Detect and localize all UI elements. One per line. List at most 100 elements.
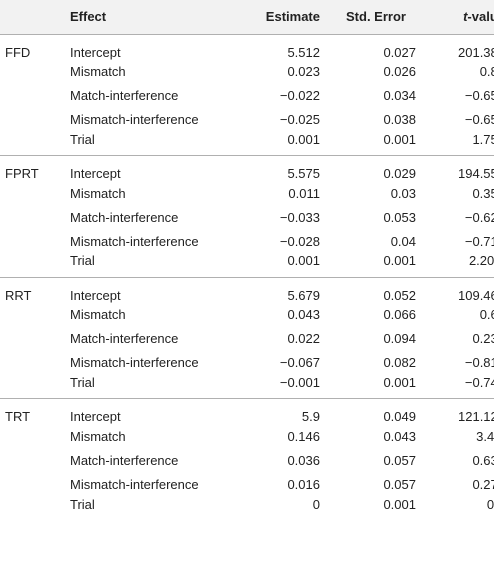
estimate-cell: 0.043 (287, 307, 320, 322)
effect-cell: Mismatch-interference (70, 476, 199, 492)
group-label (0, 351, 70, 375)
estimate-cell: 0.016 (287, 476, 320, 492)
std-error-cell: 0.049 (383, 409, 416, 424)
effect-cell: Mismatch-interference (70, 112, 199, 127)
std-error-cell: 0.001 (326, 253, 426, 278)
estimate-cell: 0 (312, 496, 320, 512)
t-value-cell: −0.626 (426, 205, 494, 229)
std-error-cell: 0.029 (383, 166, 416, 181)
group-label: TRT (5, 409, 31, 424)
table-row: Mismatch-interference −0.028 0.04 −0.718 (0, 229, 494, 253)
t-value-cell: 2.203* (426, 253, 494, 278)
group-label (0, 303, 70, 327)
effect-cell: Mismatch (70, 64, 126, 79)
group-label (0, 448, 70, 472)
group-section: TRT Intercept 5.9 0.049 121.125 Mismatch 0.146… (0, 399, 494, 521)
table-row: TRT Intercept 5.9 0.049 121.125 (0, 399, 494, 424)
std-error-cell: 0.04 (390, 233, 416, 249)
table-row: Match-interference 0.022 0.094 0.231 (0, 327, 494, 351)
group-label (0, 131, 70, 156)
t-value-text: 0.65 (479, 307, 494, 322)
std-error-cell: 0.027 (383, 44, 416, 60)
effect-cell: Intercept (70, 409, 121, 424)
group-label: FPRT (5, 166, 39, 181)
table-header: Effect Estimate Std. Error t-value (0, 0, 494, 35)
t-value-cell: −0.653 (426, 108, 494, 132)
group-label (0, 374, 70, 399)
t-value-cell: 0.231 (426, 327, 494, 351)
t-value-text: −0.650 (464, 88, 494, 103)
header-t-value: t-value (426, 0, 494, 35)
table-row: Mismatch 0.043 0.066 0.65 (0, 303, 494, 327)
group-section: RRT Intercept 5.679 0.052 109.464 Mismatch 0.0… (0, 277, 494, 399)
std-error-cell: 0.038 (383, 112, 416, 127)
std-error-cell: 0.001 (326, 131, 426, 156)
table-row: Match-interference −0.033 0.053 −0.626 (0, 205, 494, 229)
estimate-cell: 0.011 (288, 185, 320, 201)
t-value-cell: 201.387 (426, 34, 494, 60)
t-value-text: 3.41 (476, 428, 494, 444)
group-label (0, 229, 70, 253)
group-label (0, 496, 70, 520)
table-row: Mismatch 0.011 0.03 0.356 (0, 181, 494, 205)
t-value-text: 0.4 (486, 496, 494, 512)
t-value-cell: 0.273 (426, 472, 494, 496)
t-value-text: −0.748 (464, 374, 494, 390)
t-value-text: 2.203 (468, 253, 494, 269)
effect-cell: Mismatch (70, 185, 126, 201)
group-label (0, 108, 70, 132)
t-value-cell: 0.65 (426, 303, 494, 327)
header-row: Effect Estimate Std. Error t-value (0, 0, 494, 35)
regression-results-table: Effect Estimate Std. Error t-value FFD In… (0, 0, 494, 521)
effect-cell: Mismatch-interference (70, 355, 199, 370)
t-value-cell: 121.125 (426, 399, 494, 424)
effect-cell: Match-interference (70, 452, 179, 468)
effect-cell: Trial (70, 131, 210, 156)
estimate-cell: −0.001 (210, 374, 326, 399)
estimate-cell: 0.022 (287, 331, 320, 346)
table-row: Trial 0 0.001 0.4 (0, 496, 494, 520)
estimate-cell: 5.575 (287, 166, 320, 181)
std-error-cell: 0.043 (383, 428, 416, 444)
group-label (0, 424, 70, 448)
estimate-cell: 0.023 (287, 64, 320, 79)
t-value-cell: −0.718 (426, 229, 494, 253)
std-error-cell: 0.034 (383, 88, 416, 103)
t-value-cell: 3.41* (426, 424, 494, 448)
t-value-text: −0.818 (464, 355, 494, 370)
t-value-text: 0.356 (472, 185, 494, 201)
estimate-cell: −0.022 (279, 88, 320, 103)
effect-cell: Trial (70, 253, 210, 278)
group-label (0, 472, 70, 496)
group-label (0, 84, 70, 108)
estimate-cell: 0.001 (210, 131, 326, 156)
t-value-text: −0.718 (464, 233, 494, 249)
estimate-cell: 5.512 (287, 44, 320, 60)
t-value-cell: −0.650 (426, 84, 494, 108)
group-label (0, 327, 70, 351)
t-value-cell: 0.637 (426, 448, 494, 472)
effect-cell: Match-interference (70, 209, 179, 225)
group-label: FFD (5, 44, 31, 60)
group-section: FFD Intercept 5.512 0.027 201.387 Mismatch 0.0… (0, 34, 494, 156)
group-label: RRT (5, 287, 32, 303)
t-value-text: 0.273 (472, 476, 494, 492)
estimate-cell: 5.679 (287, 287, 320, 303)
effect-cell: Match-interference (70, 88, 179, 103)
std-error-cell: 0.03 (390, 185, 416, 201)
group-label (0, 205, 70, 229)
table-row: Mismatch-interference 0.016 0.057 0.273 (0, 472, 494, 496)
t-value-text: 109.464 (458, 287, 494, 303)
estimate-cell: 0.001 (210, 253, 326, 278)
std-error-cell: 0.001 (383, 496, 416, 512)
estimate-cell: 0.036 (287, 452, 320, 468)
std-error-cell: 0.057 (383, 452, 416, 468)
t-value-cell: 0.89 (426, 60, 494, 84)
estimate-cell: −0.025 (279, 112, 320, 127)
group-label (0, 253, 70, 278)
t-value-text: −0.626 (464, 209, 494, 225)
header-estimate: Estimate (210, 0, 326, 35)
t-value-text: 1.751 (472, 131, 494, 147)
